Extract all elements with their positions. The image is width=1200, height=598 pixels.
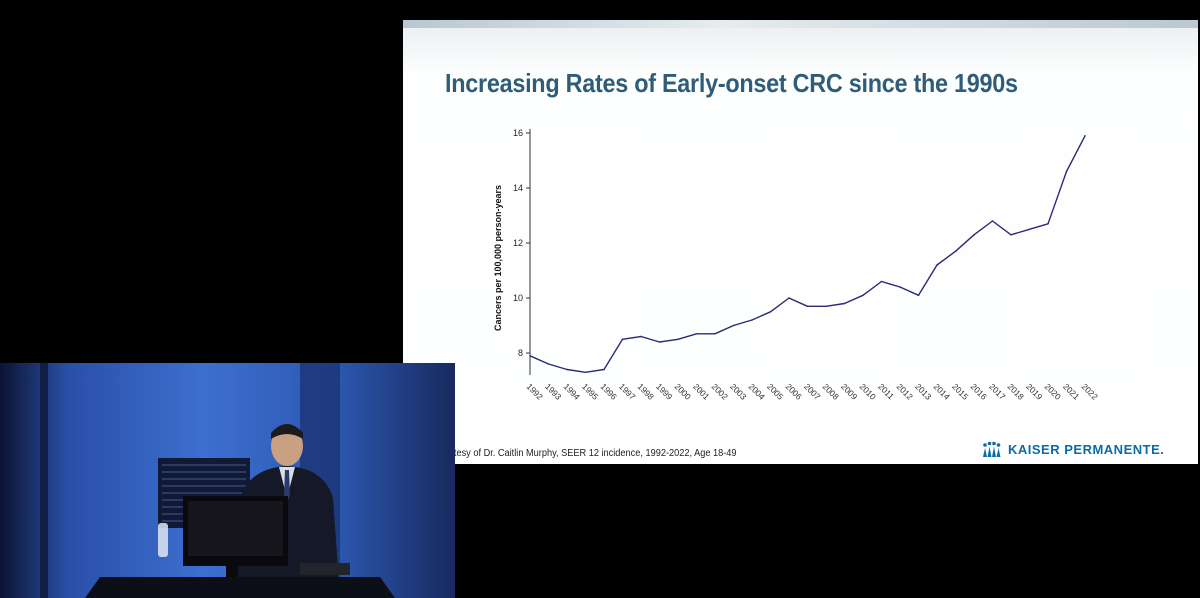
presentation-slide: Increasing Rates of Early-onset CRC sinc… xyxy=(403,20,1198,464)
data-point xyxy=(843,302,846,305)
x-tick-label: 2018 xyxy=(1006,381,1027,402)
data-point xyxy=(714,332,716,335)
x-tick-label: 1998 xyxy=(636,381,657,402)
data-point xyxy=(991,220,994,222)
x-tick-label: 2003 xyxy=(728,381,749,402)
data-point xyxy=(695,332,698,335)
data-point xyxy=(677,338,679,341)
y-tick-label: 12 xyxy=(513,238,523,248)
x-tick-label: 2010 xyxy=(858,381,879,402)
data-point xyxy=(751,319,753,321)
slide-title: Increasing Rates of Early-onset CRC sinc… xyxy=(445,68,1018,98)
x-tick-label: 1994 xyxy=(562,381,583,402)
data-point xyxy=(899,286,901,288)
kp-people-icon xyxy=(983,441,1001,457)
x-tick-label: 2008 xyxy=(821,381,842,402)
data-point xyxy=(806,305,809,308)
y-tick-label: 10 xyxy=(513,293,523,303)
x-tick-label: 2017 xyxy=(987,381,1008,402)
y-tick-label: 16 xyxy=(513,128,523,138)
data-point xyxy=(1084,134,1086,137)
slide-header-bar xyxy=(403,20,1198,28)
chart-series xyxy=(529,134,1086,374)
x-tick-label: 2004 xyxy=(747,381,768,402)
data-point xyxy=(640,335,642,338)
x-tick-label: 2001 xyxy=(691,381,712,402)
data-point xyxy=(529,354,531,357)
data-point xyxy=(603,368,605,371)
data-point xyxy=(658,341,661,343)
x-tick-label: 2016 xyxy=(969,381,990,402)
data-point xyxy=(1010,233,1012,236)
x-tick-label: 2006 xyxy=(784,381,805,402)
y-tick-label: 8 xyxy=(518,348,523,358)
data-point xyxy=(973,233,975,236)
x-tick-label: 1992 xyxy=(525,381,546,402)
line-chart: 8 10 12 14 16 199219931994199519961997199819… xyxy=(493,128,1101,402)
data-point xyxy=(621,338,624,341)
data-point xyxy=(788,297,790,299)
x-tick-label: 2007 xyxy=(802,381,823,402)
x-tick-label: 2009 xyxy=(839,381,860,402)
data-point xyxy=(566,368,568,371)
y-tick-label: 14 xyxy=(513,183,523,193)
data-point xyxy=(769,310,772,313)
x-tick-label: 1993 xyxy=(543,381,564,402)
x-tick-label: 2002 xyxy=(710,381,731,402)
data-point xyxy=(1028,228,1031,231)
data-point xyxy=(1047,222,1049,225)
data-point xyxy=(880,280,883,283)
x-tick-label: 2020 xyxy=(1043,381,1064,402)
data-point xyxy=(936,264,938,266)
data-point xyxy=(825,305,827,308)
speaker-video-frame xyxy=(0,363,455,598)
data-point xyxy=(917,294,920,297)
series-line xyxy=(529,135,1086,373)
data-point xyxy=(862,294,864,297)
data-point xyxy=(732,324,735,327)
source-note: Slide courtesy of Dr. Caitlin Murphy, SE… xyxy=(413,448,737,459)
x-tick-label: 2015 xyxy=(950,381,971,402)
data-point xyxy=(1065,170,1068,173)
x-tick-label: 1995 xyxy=(580,381,601,402)
y-tick-labels: 8 10 12 14 16 xyxy=(513,128,523,358)
x-tick-label: 2011 xyxy=(876,381,896,401)
data-point xyxy=(547,363,550,365)
x-tick-label: 2005 xyxy=(765,381,786,402)
x-tick-label: 2012 xyxy=(895,381,916,402)
y-axis-label: Cancers per 100,000 person-years xyxy=(493,185,503,331)
x-tick-label: 1996 xyxy=(599,381,620,402)
x-tick-label: 2013 xyxy=(913,381,934,402)
kaiser-permanente-logo: KAISER PERMANENTE. xyxy=(981,438,1164,460)
speaker-camera-feed xyxy=(0,363,455,598)
kp-logo-text: KAISER PERMANENTE. xyxy=(1008,441,1165,457)
data-point xyxy=(584,371,587,374)
x-tick-label: 2019 xyxy=(1024,381,1045,402)
data-point xyxy=(954,250,957,253)
x-tick-label: 2000 xyxy=(673,381,694,402)
chart-axes xyxy=(526,129,531,375)
x-tick-labels: 1992199319941995199619971998199920002001… xyxy=(525,381,1101,402)
x-tick-label: 2021 xyxy=(1061,381,1082,402)
x-tick-label: 1999 xyxy=(654,381,675,402)
x-tick-label: 2014 xyxy=(932,381,953,402)
x-tick-label: 1997 xyxy=(617,381,638,402)
x-tick-label: 2022 xyxy=(1080,381,1101,402)
